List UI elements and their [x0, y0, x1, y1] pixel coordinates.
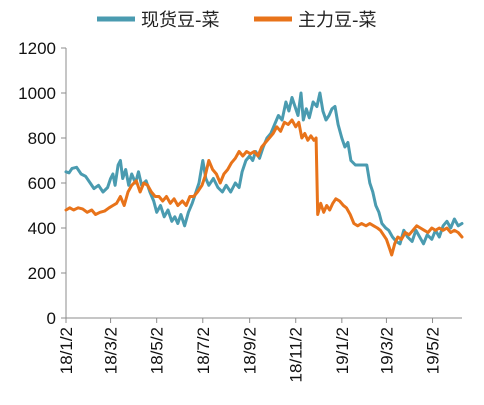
y-tick-label: 200	[28, 264, 56, 283]
legend-label-2: 主力豆-菜	[298, 10, 377, 31]
series-line-2	[64, 118, 464, 257]
x-axis: 18/1/2 18/3/2 18/5/2 18/7/2 18/9/2 18/11/2 19/…	[57, 317, 462, 382]
legend: 现货豆-菜 主力豆-菜	[97, 10, 377, 31]
x-tick-label: 18/7/2	[194, 327, 213, 374]
x-tick-label: 19/1/2	[333, 327, 352, 374]
y-tick-label: 1000	[18, 84, 56, 103]
x-tick-label: 18/5/2	[148, 327, 167, 374]
plot-area	[64, 91, 464, 257]
y-axis: 0 200 400 600 800 1000 1200	[18, 39, 67, 328]
legend-label-1: 现货豆-菜	[141, 10, 220, 31]
series-line-1	[64, 91, 464, 246]
x-tick-label: 18/9/2	[241, 327, 260, 374]
x-tick-label: 19/3/2	[377, 327, 396, 374]
y-tick-label: 600	[28, 174, 56, 193]
y-tick-label: 800	[28, 129, 56, 148]
y-tick-label: 0	[47, 309, 56, 328]
x-tick-label: 18/1/2	[57, 327, 76, 374]
x-tick-label: 18/11/2	[287, 327, 306, 382]
y-tick-label: 1200	[18, 39, 56, 58]
x-tick-label: 18/3/2	[102, 327, 121, 374]
y-tick-label: 400	[28, 219, 56, 238]
x-tick-label: 19/5/2	[424, 327, 443, 374]
